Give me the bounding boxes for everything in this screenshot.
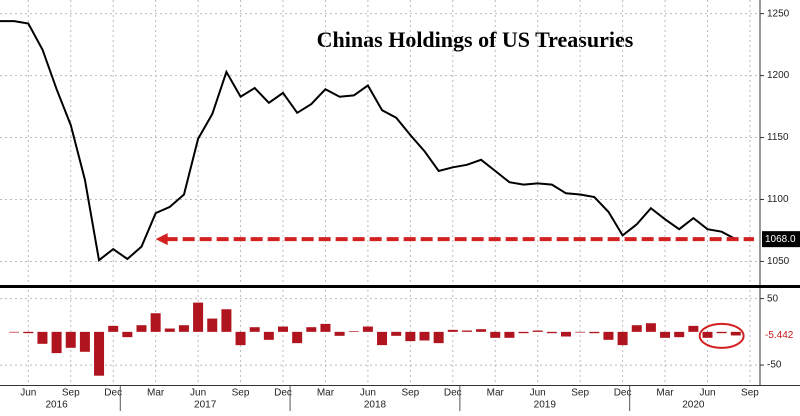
bar <box>546 331 557 334</box>
bar <box>249 327 260 332</box>
bar <box>278 326 288 332</box>
year-label: 2016 <box>45 400 68 411</box>
year-label: 2017 <box>194 400 217 411</box>
bar <box>235 331 246 346</box>
bar <box>207 318 218 332</box>
bar <box>405 331 416 342</box>
line <box>0 20 737 263</box>
x-tick-label: Mar <box>487 388 505 399</box>
bar <box>575 331 586 333</box>
bar <box>178 325 189 332</box>
bar <box>334 331 345 336</box>
x-tick-label: Dec <box>614 388 632 399</box>
bar <box>716 331 727 334</box>
y-tick-label: 1050 <box>767 256 790 267</box>
bar <box>730 331 741 336</box>
bar <box>79 331 90 352</box>
year-label: 2019 <box>534 400 557 411</box>
bar <box>660 331 671 338</box>
bar <box>617 331 628 346</box>
x-tick-label: Dec <box>274 388 292 399</box>
year-label: 2018 <box>364 400 387 411</box>
bar <box>292 331 303 344</box>
y-tick-label: 1100 <box>767 194 789 205</box>
bar <box>603 331 614 340</box>
year-label: 2020 <box>682 400 705 411</box>
x-tick-label: Dec <box>104 388 122 399</box>
bar <box>461 330 472 332</box>
bar <box>150 313 161 332</box>
bar <box>122 331 133 338</box>
y-tick-label: 1200 <box>767 70 790 81</box>
last-value-box <box>762 328 800 343</box>
y-tick-label: 1250 <box>767 8 790 19</box>
x-tick-label: Jun <box>530 388 546 399</box>
bar <box>51 331 62 354</box>
x-tick-label: Dec <box>444 388 462 399</box>
bar <box>263 331 274 340</box>
last-value-box <box>762 231 800 248</box>
bar <box>37 331 48 344</box>
bar <box>589 331 600 334</box>
x-tick-label: Mar <box>317 388 335 399</box>
x-tick-label: Sep <box>62 388 80 399</box>
bar <box>136 325 147 332</box>
bar <box>9 331 20 333</box>
x-tick-label: Jun <box>20 388 36 399</box>
x-tick-label: Sep <box>571 388 589 399</box>
bar <box>164 328 175 332</box>
bar <box>447 329 458 332</box>
bar <box>23 331 34 334</box>
bar <box>221 309 232 332</box>
highlight-ellipse <box>698 322 745 349</box>
bar <box>419 331 430 341</box>
bar <box>65 331 76 348</box>
bar <box>518 331 529 334</box>
x-tick-label: Mar <box>656 388 674 399</box>
bar <box>362 326 373 332</box>
bar <box>306 327 317 332</box>
bar <box>348 331 359 332</box>
bar <box>433 331 444 344</box>
bar <box>532 330 543 332</box>
bar <box>476 329 487 332</box>
bar <box>645 323 656 332</box>
bar <box>108 325 119 332</box>
bar <box>377 331 388 346</box>
arrow-head <box>155 233 168 246</box>
bar <box>631 325 642 332</box>
bar <box>702 331 713 338</box>
bar <box>391 331 402 336</box>
last-value-label: -5.442 <box>765 330 794 341</box>
chart-title: Chinas Holdings of US Treasuries <box>317 27 634 52</box>
bar <box>490 331 501 338</box>
x-tick-label: Mar <box>147 388 165 399</box>
x-tick-label: Jun <box>360 388 376 399</box>
y-tick-label: -50 <box>767 360 782 371</box>
last-value-label: 1068.0 <box>765 234 796 245</box>
bar <box>674 331 685 338</box>
x-tick-label: Jun <box>699 388 715 399</box>
x-tick-label: Sep <box>401 388 419 399</box>
x-tick-label: Jun <box>190 388 206 399</box>
bar <box>561 331 571 337</box>
x-tick-label: Sep <box>232 388 250 399</box>
bar <box>688 325 699 332</box>
bar <box>94 331 105 376</box>
y-tick-label: 1150 <box>767 132 789 143</box>
bar <box>320 323 331 332</box>
bar <box>193 302 204 332</box>
x-tick-label: Sep <box>741 388 759 399</box>
bar <box>504 331 515 338</box>
y-tick-label: 50 <box>767 293 779 304</box>
